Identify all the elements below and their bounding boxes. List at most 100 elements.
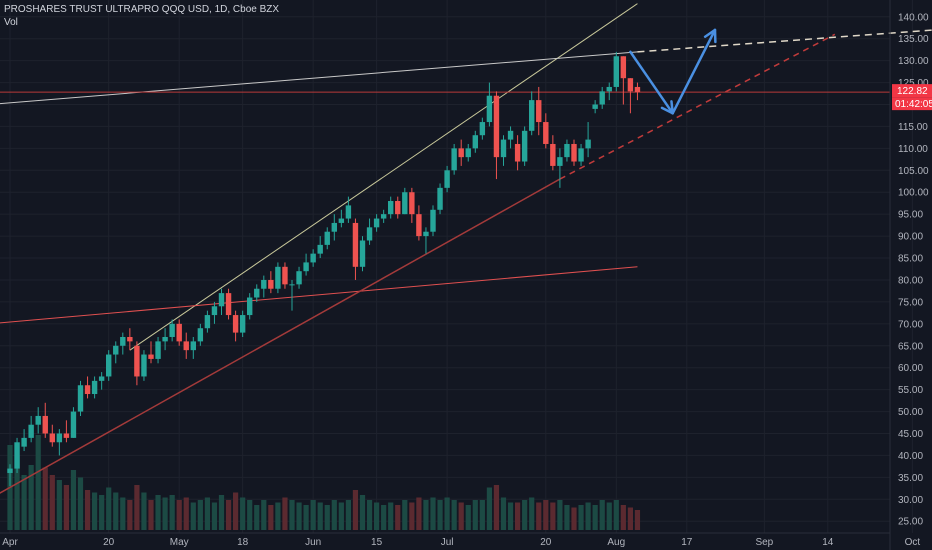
candle bbox=[120, 332, 126, 355]
candle bbox=[98, 372, 105, 390]
candle-body bbox=[592, 104, 598, 109]
volume-bar bbox=[536, 502, 542, 530]
volume-bar bbox=[395, 505, 401, 530]
candle-body bbox=[261, 279, 267, 289]
volume-bar bbox=[99, 495, 105, 530]
candle-body bbox=[197, 328, 204, 342]
candle-body bbox=[606, 86, 612, 92]
symbol-title[interactable]: PROSHARES TRUST ULTRAPRO QQQ USD, 1D, Cb… bbox=[4, 4, 280, 15]
volume-bar bbox=[486, 487, 492, 530]
volume-bar bbox=[190, 502, 196, 530]
price-tick-label: 55.00 bbox=[898, 385, 923, 396]
candle bbox=[521, 126, 528, 166]
volume-legend[interactable]: Vol bbox=[4, 17, 18, 28]
chart-legend: PROSHARES TRUST ULTRAPRO QQQ USD, 1D, Cb… bbox=[4, 3, 279, 29]
candle-body bbox=[28, 424, 34, 438]
candle-body bbox=[543, 122, 549, 144]
candle bbox=[70, 407, 77, 438]
candle-body bbox=[564, 143, 570, 158]
price-tick-label: 25.00 bbox=[898, 517, 923, 528]
price-tick-label: 115.00 bbox=[898, 122, 928, 133]
candle bbox=[247, 293, 253, 320]
candle-body bbox=[423, 231, 429, 237]
candle-body bbox=[204, 315, 211, 329]
candle-body bbox=[486, 95, 493, 123]
candle-body bbox=[282, 266, 288, 285]
candle bbox=[35, 407, 41, 434]
volume-bar bbox=[141, 492, 147, 530]
candle-body bbox=[324, 231, 330, 245]
volume-bar bbox=[92, 492, 98, 530]
volume-bar bbox=[134, 485, 140, 530]
price-tick-label: 70.00 bbox=[898, 319, 923, 330]
candle-body bbox=[514, 143, 521, 162]
candle-body bbox=[169, 323, 175, 337]
volume-bar bbox=[225, 500, 232, 530]
candle bbox=[63, 420, 70, 443]
volume-bar bbox=[28, 465, 34, 530]
candle bbox=[627, 78, 634, 114]
volume-bar bbox=[49, 475, 55, 530]
volume-bar bbox=[282, 497, 288, 530]
candle-body bbox=[106, 354, 112, 377]
candle bbox=[557, 148, 563, 188]
candle bbox=[317, 236, 323, 259]
volume-bar bbox=[550, 502, 556, 530]
candle-body bbox=[430, 209, 436, 232]
volume-bar bbox=[317, 502, 323, 530]
volume-bar bbox=[176, 500, 182, 530]
candle bbox=[225, 288, 232, 320]
price-tick-label: 75.00 bbox=[898, 297, 923, 308]
candle bbox=[84, 376, 91, 399]
volume-bar bbox=[113, 492, 119, 530]
volume-bar bbox=[261, 500, 267, 530]
price-tick-label: 105.00 bbox=[898, 166, 929, 177]
volume-bar bbox=[56, 480, 62, 530]
volume-bar bbox=[613, 500, 619, 530]
candle-body bbox=[42, 415, 48, 434]
candle-body bbox=[190, 341, 196, 351]
volume-bar bbox=[197, 500, 203, 530]
price-tick-label: 85.00 bbox=[898, 254, 923, 265]
candle-body bbox=[599, 91, 605, 105]
time-tick-label: Sep bbox=[755, 537, 773, 548]
price-tick-label: 110.00 bbox=[898, 144, 928, 155]
time-tick-label: Apr bbox=[2, 537, 18, 548]
candle bbox=[141, 350, 147, 381]
candle-body bbox=[127, 336, 133, 342]
candle bbox=[7, 464, 13, 487]
candle-body bbox=[359, 240, 366, 267]
candle bbox=[275, 262, 281, 294]
candle bbox=[493, 91, 500, 180]
price-tick-label: 130.00 bbox=[898, 56, 929, 67]
price-tick-label: 100.00 bbox=[898, 188, 929, 199]
candle bbox=[113, 341, 119, 364]
last-price-label: 122.82 bbox=[897, 86, 928, 97]
candle bbox=[77, 380, 84, 416]
price-tick-label: 30.00 bbox=[898, 495, 923, 506]
volume-bar bbox=[409, 502, 415, 530]
candle-body bbox=[507, 130, 514, 140]
price-tick-label: 35.00 bbox=[898, 473, 923, 484]
volume-bar bbox=[423, 500, 429, 530]
candle bbox=[430, 205, 436, 237]
candle bbox=[204, 310, 211, 333]
candle bbox=[49, 424, 55, 447]
volume-bar bbox=[402, 500, 408, 530]
candle bbox=[338, 209, 345, 228]
candle bbox=[331, 214, 337, 241]
candle-body bbox=[536, 100, 542, 123]
candle bbox=[14, 437, 20, 473]
volume-bar bbox=[507, 502, 514, 530]
candle bbox=[571, 139, 577, 166]
candle bbox=[91, 376, 98, 399]
price-tick-label: 80.00 bbox=[898, 275, 923, 286]
candle bbox=[366, 218, 373, 245]
price-tick-label: 90.00 bbox=[898, 232, 923, 243]
candle bbox=[127, 328, 133, 351]
candle-body bbox=[571, 143, 577, 162]
candle bbox=[21, 429, 27, 452]
volume-bar bbox=[240, 497, 246, 530]
